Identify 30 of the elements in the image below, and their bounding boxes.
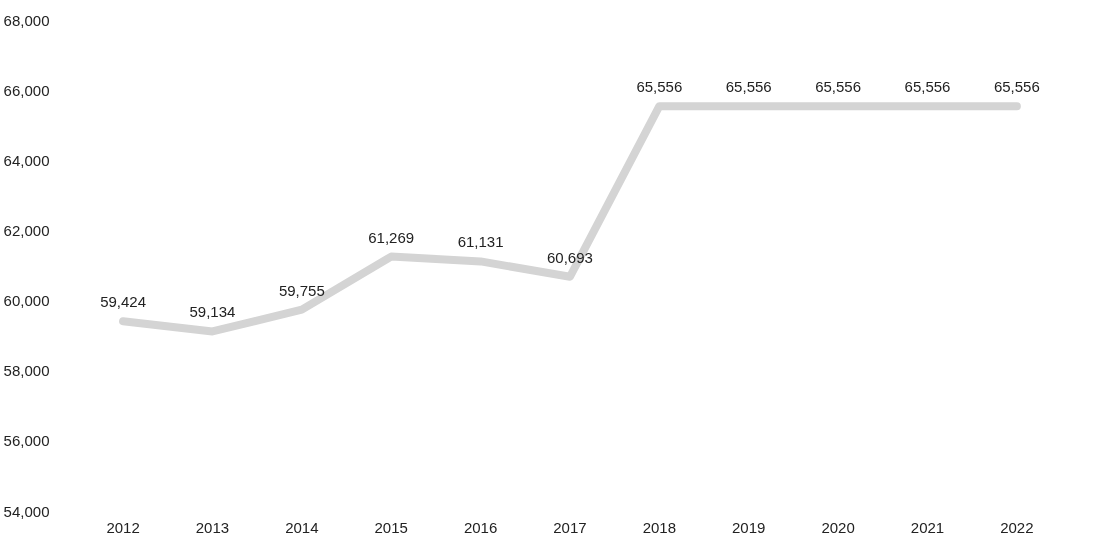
x-tick-label: 2012 xyxy=(106,518,140,536)
x-tick-label: 2021 xyxy=(910,518,945,536)
data-label: 65,556 xyxy=(815,78,862,96)
y-tick-label: 60,000 xyxy=(3,292,50,310)
x-tick-label: 2018 xyxy=(642,518,677,536)
data-label: 59,424 xyxy=(100,293,147,311)
y-tick-label: 58,000 xyxy=(3,362,50,380)
y-tick-label: 56,000 xyxy=(3,432,50,450)
data-label: 65,556 xyxy=(904,78,951,96)
data-label: 60,693 xyxy=(547,248,593,266)
y-tick-label: 66,000 xyxy=(3,81,50,99)
data-label: 65,556 xyxy=(993,78,1040,96)
x-tick-label: 2013 xyxy=(195,518,230,536)
x-tick-label: 2015 xyxy=(374,518,408,536)
x-tick-label: 2017 xyxy=(553,518,587,536)
data-label: 65,556 xyxy=(636,78,683,96)
data-label: 59,134 xyxy=(189,303,236,321)
x-tick-label: 2020 xyxy=(821,518,855,536)
x-tick-label: 2019 xyxy=(732,518,766,536)
y-tick-label: 64,000 xyxy=(3,151,50,169)
x-tick-label: 2016 xyxy=(463,518,498,536)
y-tick-label: 62,000 xyxy=(3,221,50,239)
y-tick-label: 68,000 xyxy=(3,11,50,29)
data-label: 61,269 xyxy=(368,228,415,246)
data-label: 61,131 xyxy=(457,233,504,251)
x-tick-label: 2014 xyxy=(285,518,319,536)
data-label: 65,556 xyxy=(725,78,772,96)
data-label: 59,755 xyxy=(278,281,325,299)
x-tick-label: 2022 xyxy=(1000,518,1034,536)
y-tick-label: 54,000 xyxy=(3,502,50,520)
